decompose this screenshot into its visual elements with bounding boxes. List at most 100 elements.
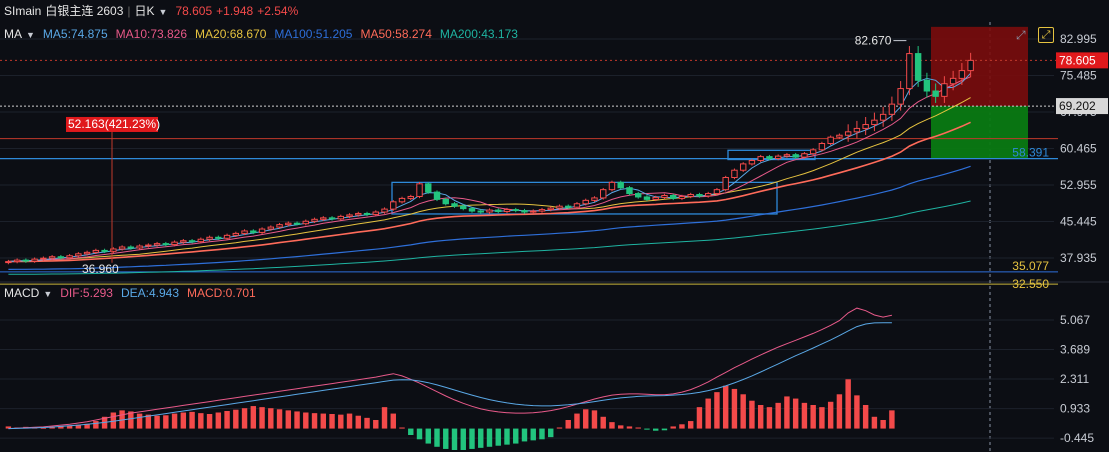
candle <box>809 148 817 156</box>
candle <box>652 195 659 202</box>
candle-body <box>197 238 205 243</box>
candle <box>320 216 327 222</box>
macd-bar <box>836 394 843 429</box>
expand-icon[interactable]: ⤢ <box>1038 27 1054 43</box>
candle <box>871 112 878 132</box>
candle <box>442 197 449 206</box>
dea-line <box>8 322 892 430</box>
macd-bar <box>775 402 781 429</box>
macd-bar <box>862 405 869 429</box>
macd-bar <box>495 428 501 446</box>
ma5-value: MA5:74.875 <box>42 27 108 41</box>
candle-body <box>363 212 371 215</box>
candle <box>276 222 283 229</box>
candle <box>206 235 213 241</box>
period-selector[interactable]: 日K <box>134 4 155 18</box>
macd-bar <box>40 427 47 429</box>
macd-indicator-title[interactable]: MACD <box>4 286 40 300</box>
macd-bar <box>416 428 423 440</box>
candle-body <box>941 83 948 97</box>
candle-body <box>302 220 310 225</box>
macd-bar <box>66 425 73 429</box>
candle-body <box>416 183 423 197</box>
last-price-tag: 78.605 <box>1059 53 1096 67</box>
candle-body <box>136 245 143 249</box>
candle-body <box>328 217 336 220</box>
candle-body <box>390 201 397 210</box>
candle <box>958 63 966 85</box>
macd-bar <box>845 379 851 429</box>
macd-bar <box>565 420 571 429</box>
candle-body <box>398 197 406 203</box>
price-tick-label: 82.995 <box>1060 32 1097 46</box>
macd-bar <box>801 402 808 429</box>
candle-body <box>696 194 703 197</box>
macd-value: MACD:0.701 <box>187 286 256 300</box>
candle <box>477 209 484 214</box>
candle-body <box>862 124 869 129</box>
candle <box>792 152 799 159</box>
candle <box>188 238 196 244</box>
candle-body <box>232 232 240 236</box>
candle <box>582 198 589 206</box>
macd-bar <box>626 426 633 429</box>
candle-body <box>687 194 694 197</box>
ma-indicator-title[interactable]: MA <box>4 27 22 41</box>
candle-body <box>13 259 21 263</box>
candle-body <box>678 195 686 199</box>
candle <box>722 175 729 192</box>
candle <box>372 210 379 217</box>
chevron-down-icon[interactable]: ▼ <box>26 30 35 40</box>
candle <box>661 193 668 200</box>
candle-body <box>853 127 861 133</box>
candle <box>844 124 852 142</box>
macd-bar <box>390 413 396 429</box>
candle-body <box>188 240 196 243</box>
macd-bar <box>276 409 283 429</box>
macd-bar <box>320 413 327 429</box>
candle-body <box>171 241 178 246</box>
macd-bar <box>827 401 834 429</box>
candle <box>556 204 563 210</box>
resize-icon[interactable]: ⤢ <box>1016 28 1026 42</box>
macd-bar <box>583 409 589 429</box>
candle-body <box>22 259 30 262</box>
macd-bar <box>285 410 292 429</box>
macd-bar <box>451 428 458 450</box>
macd-bar <box>460 428 466 450</box>
price-tick-label: 45.445 <box>1060 215 1097 229</box>
candle-body <box>293 222 301 225</box>
candle-body <box>451 203 458 207</box>
candle-body <box>739 163 747 171</box>
candle <box>538 207 546 213</box>
macd-bar <box>652 428 659 431</box>
candle <box>669 193 677 201</box>
chevron-down-icon[interactable]: ▼ <box>158 7 168 17</box>
macd-bar <box>819 407 825 429</box>
macd-tick-label: -0.445 <box>1060 431 1094 445</box>
candle-body <box>512 209 519 212</box>
candle <box>862 117 869 135</box>
macd-bar <box>714 392 720 429</box>
symbol-code[interactable]: SImain <box>4 4 42 18</box>
macd-bar <box>513 428 519 444</box>
chevron-down-icon[interactable]: ▼ <box>43 289 53 299</box>
macd-bar <box>5 426 12 429</box>
candle-body <box>486 209 493 213</box>
candle-body <box>626 187 633 195</box>
macd-bar <box>49 426 55 429</box>
candle <box>696 192 703 198</box>
candle <box>363 211 371 217</box>
candle <box>608 180 616 192</box>
macd-bar <box>478 428 484 448</box>
macd-bar <box>766 407 773 429</box>
candle-body <box>110 248 117 252</box>
macd-bar <box>311 413 318 429</box>
ma20-value: MA20:68.670 <box>195 27 267 41</box>
candle-body <box>844 131 852 136</box>
candle-body <box>153 243 161 246</box>
candle <box>731 168 738 180</box>
macd-bar <box>259 407 265 429</box>
candle-body <box>871 119 878 126</box>
